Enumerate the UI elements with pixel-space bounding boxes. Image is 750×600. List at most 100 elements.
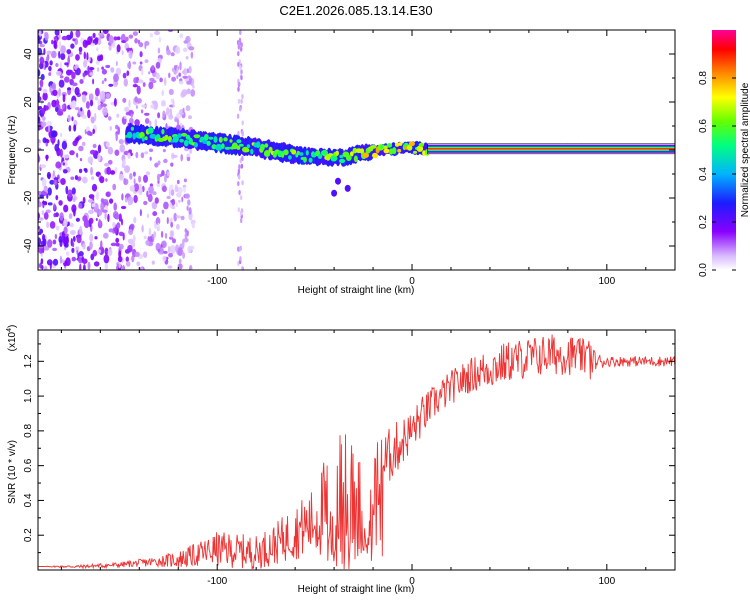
- snr-ylabel: SNR (10 * v/v): [7, 440, 18, 504]
- snr-background: [38, 330, 675, 570]
- noise-speck: [89, 241, 93, 250]
- noise-speck: [156, 182, 161, 187]
- carrier-outline: [427, 143, 675, 155]
- noise-speck: [62, 169, 68, 174]
- noise-speck: [55, 225, 60, 231]
- noise-speck: [237, 44, 240, 50]
- track-core: [283, 149, 289, 156]
- noise-speck: [87, 36, 93, 45]
- noise-speck: [41, 210, 45, 216]
- track-core: [394, 142, 400, 147]
- noise-speck: [59, 61, 63, 70]
- track-core: [149, 133, 157, 139]
- track-core: [308, 157, 313, 163]
- track-core: [288, 155, 292, 160]
- noise-speck: [239, 106, 242, 112]
- noise-speck: [174, 186, 179, 193]
- noise-speck: [182, 107, 185, 114]
- noise-speck: [70, 176, 75, 180]
- noise-speck: [108, 83, 114, 87]
- noise-speck: [118, 139, 124, 145]
- noise-speck: [83, 60, 88, 68]
- noise-speck: [49, 179, 55, 185]
- noise-speck: [117, 255, 123, 263]
- noise-speck: [144, 118, 150, 124]
- noise-speck: [51, 99, 57, 108]
- noise-speck: [138, 42, 144, 48]
- noise-speck: [67, 189, 73, 198]
- noise-speck: [42, 92, 48, 101]
- noise-speck: [155, 217, 161, 226]
- noise-speck: [151, 64, 155, 71]
- track-core: [202, 139, 208, 144]
- noise-speck: [179, 61, 182, 71]
- colorbar-tick-label: 0.6: [698, 119, 709, 133]
- noise-speck: [157, 222, 160, 230]
- noise-speck: [49, 85, 52, 93]
- noise-speck: [182, 252, 186, 259]
- noise-speck: [148, 71, 151, 75]
- noise-speck: [108, 228, 114, 233]
- snr-xlabel: Height of straight line (km): [298, 584, 415, 595]
- noise-speck: [157, 112, 161, 119]
- noise-speck: [52, 258, 59, 266]
- noise-speck: [75, 107, 80, 111]
- snr-panel: -100 0 100 0.2 0.4 0.6 0.8 1.0 1.2 Height of str…: [6, 325, 676, 595]
- noise-speck: [67, 55, 70, 65]
- noise-speck: [165, 123, 168, 131]
- noise-speck: [172, 238, 176, 244]
- noise-speck: [162, 148, 166, 153]
- noise-speck: [179, 122, 183, 127]
- track-core: [330, 155, 338, 162]
- noise-speck: [97, 144, 102, 154]
- track-core: [221, 143, 225, 150]
- noise-speck: [126, 261, 131, 267]
- noise-speck: [67, 221, 70, 227]
- noise-speck: [186, 156, 191, 162]
- noise-speck: [115, 213, 120, 220]
- noise-speck: [149, 156, 152, 161]
- noise-speck: [56, 98, 59, 108]
- track-core: [349, 151, 354, 157]
- noise-speck: [79, 158, 83, 162]
- snr-ticks: -100 0 100 0.2 0.4 0.6 0.8 1.0 1.2: [23, 330, 675, 587]
- colorbar: 0.0 0.2 0.4 0.6 0.8 Normalized spectral ampl…: [698, 30, 750, 277]
- noise-speck: [80, 107, 83, 112]
- noise-speck: [104, 247, 109, 256]
- noise-speck: [185, 105, 191, 112]
- noise-speck: [115, 237, 120, 243]
- track-core: [370, 145, 377, 149]
- noise-speck: [82, 72, 86, 77]
- track-core: [408, 141, 415, 147]
- noise-speck: [161, 89, 164, 96]
- noise-speck: [89, 233, 94, 243]
- noise-speck: [123, 78, 128, 87]
- track-core: [204, 134, 209, 141]
- noise-speck: [75, 217, 80, 222]
- noise-speck: [157, 160, 161, 166]
- noise-speck: [118, 261, 121, 269]
- noise-speck: [124, 165, 131, 173]
- noise-speck: [86, 52, 89, 61]
- track-core: [223, 137, 228, 142]
- x-tick-label: 0: [409, 576, 415, 587]
- noise-speck: [108, 45, 112, 51]
- noise-speck: [38, 226, 41, 230]
- noise-speck: [104, 162, 110, 167]
- y-tick-label: 40: [23, 48, 34, 60]
- noise-speck: [168, 252, 173, 258]
- track-core: [177, 133, 182, 138]
- noise-speck: [59, 133, 63, 137]
- noise-speck: [118, 243, 124, 250]
- noise-speck: [83, 264, 86, 270]
- colorbar-tick-label: 0.2: [698, 215, 709, 229]
- track-core: [263, 150, 271, 157]
- noise-speck: [128, 201, 131, 206]
- noise-speck: [141, 104, 147, 108]
- noise-speck: [176, 119, 180, 126]
- noise-speck: [185, 56, 189, 60]
- track-core: [229, 139, 233, 143]
- noise-speck: [52, 239, 57, 245]
- noise-speck: [192, 84, 195, 89]
- noise-speck: [109, 125, 113, 131]
